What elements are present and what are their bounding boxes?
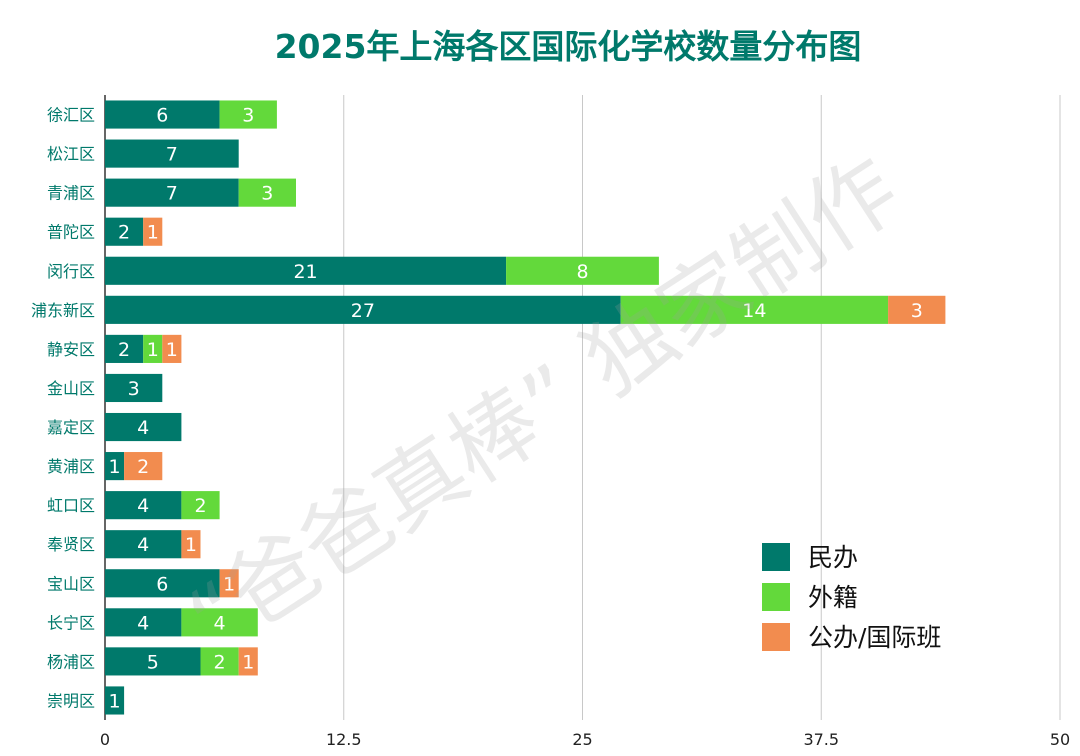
bar-segment bbox=[200, 647, 239, 676]
bar-segment bbox=[238, 178, 296, 207]
bar-segment bbox=[181, 608, 258, 637]
category-label: 普陀区 bbox=[47, 223, 95, 242]
bar-value-label: 8 bbox=[576, 261, 588, 283]
bar-value-label: 1 bbox=[223, 573, 235, 595]
category-labels: 徐汇区松江区青浦区普陀区闵行区浦东新区静安区金山区嘉定区黄浦区虹口区奉贤区宝山区… bbox=[31, 106, 95, 711]
bar-segment bbox=[105, 373, 163, 403]
category-label: 徐汇区 bbox=[47, 106, 95, 125]
category-label: 松江区 bbox=[47, 145, 95, 164]
bar-value-label: 6 bbox=[156, 573, 168, 595]
bar-value-label: 1 bbox=[109, 690, 121, 712]
category-label: 崇明区 bbox=[47, 691, 95, 710]
bar-segment bbox=[105, 569, 220, 598]
watermark-text: “爸爸真棒” 独家制作 bbox=[170, 137, 916, 672]
bar-value-label: 27 bbox=[351, 300, 375, 322]
bar-segment bbox=[105, 217, 144, 246]
bar-segment bbox=[620, 295, 889, 324]
category-label: 长宁区 bbox=[47, 613, 95, 632]
bar-value-label: 7 bbox=[166, 144, 178, 166]
bar-segment bbox=[105, 295, 621, 324]
x-axis-ticks: 0 12.5 25 37.5 50 bbox=[100, 730, 1070, 749]
bar-segment bbox=[506, 256, 659, 285]
category-label: 宝山区 bbox=[47, 574, 95, 593]
bar-value-label: 1 bbox=[242, 651, 254, 673]
bar-value-label: 3 bbox=[911, 300, 923, 322]
bar-value-label: 4 bbox=[137, 417, 149, 439]
category-label: 嘉定区 bbox=[47, 418, 95, 437]
bar-segment bbox=[105, 139, 239, 168]
x-tick-label: 50 bbox=[1050, 730, 1070, 749]
legend-swatch bbox=[762, 623, 790, 651]
bar-segment bbox=[143, 334, 163, 363]
bar-value-label: 3 bbox=[128, 378, 140, 400]
bar-value-label: 4 bbox=[214, 612, 226, 634]
bar-value-label: 1 bbox=[147, 339, 159, 361]
bar-value-label: 4 bbox=[137, 495, 149, 517]
bar-value-label: 2 bbox=[118, 339, 130, 361]
bar-segment bbox=[105, 491, 182, 520]
bar-value-label: 2 bbox=[137, 456, 149, 478]
legend-label: 民办 bbox=[808, 543, 858, 572]
bar-value-label: 1 bbox=[109, 456, 121, 478]
x-tick-label: 0 bbox=[100, 730, 110, 749]
bar-value-label: 7 bbox=[166, 183, 178, 205]
bar-segment bbox=[105, 452, 125, 481]
bar-segment bbox=[105, 686, 125, 715]
category-label: 闵行区 bbox=[47, 262, 95, 281]
bar-segment bbox=[105, 647, 201, 676]
legend-swatch bbox=[762, 543, 790, 571]
bar-segment bbox=[105, 100, 220, 129]
bar-value-label: 4 bbox=[137, 534, 149, 556]
x-tick-label: 12.5 bbox=[326, 730, 362, 749]
bar-segment bbox=[105, 256, 507, 285]
legend-label: 外籍 bbox=[808, 583, 858, 612]
category-label: 金山区 bbox=[47, 379, 95, 398]
bar-segment bbox=[105, 608, 182, 637]
bar-value-label: 1 bbox=[185, 534, 197, 556]
bar-value-label: 2 bbox=[118, 222, 130, 244]
bar-segment bbox=[124, 452, 163, 481]
bar-value-label: 4 bbox=[137, 612, 149, 634]
bar-segment bbox=[105, 530, 182, 559]
bar-value-label: 1 bbox=[147, 222, 159, 244]
bar-segment bbox=[219, 100, 277, 129]
bar-value-label: 14 bbox=[742, 300, 766, 322]
chart-title: 2025年上海各区国际化学校数量分布图 bbox=[275, 27, 862, 66]
bar-value-label: 2 bbox=[194, 495, 206, 517]
category-label: 浦东新区 bbox=[31, 301, 95, 320]
bar-segment bbox=[105, 178, 239, 207]
bar-segment bbox=[219, 569, 239, 598]
bar-value-label: 3 bbox=[242, 105, 254, 127]
bar-segment bbox=[181, 491, 220, 520]
bar-segment bbox=[238, 647, 258, 676]
bar-segment bbox=[105, 334, 144, 363]
bar-value-label: 1 bbox=[166, 339, 178, 361]
bar-value-label: 6 bbox=[156, 105, 168, 127]
bar-segment bbox=[105, 412, 182, 442]
category-label: 奉贤区 bbox=[47, 535, 95, 554]
bar-value-label: 3 bbox=[261, 183, 273, 205]
x-tick-label: 37.5 bbox=[803, 730, 839, 749]
category-label: 静安区 bbox=[47, 340, 95, 359]
bar-value-label: 21 bbox=[293, 261, 317, 283]
category-label: 杨浦区 bbox=[47, 652, 95, 671]
legend-swatch bbox=[762, 583, 790, 611]
bar-segment bbox=[181, 530, 201, 559]
bar-value-label: 5 bbox=[147, 651, 159, 673]
x-tick-label: 25 bbox=[572, 730, 592, 749]
legend-label: 公办/国际班 bbox=[808, 623, 941, 652]
bar-segment bbox=[888, 295, 946, 324]
category-label: 青浦区 bbox=[47, 184, 95, 203]
category-label: 黄浦区 bbox=[47, 457, 95, 476]
bar-segment bbox=[162, 334, 182, 363]
bar-value-label: 2 bbox=[214, 651, 226, 673]
category-label: 虹口区 bbox=[47, 496, 95, 515]
bar-segment bbox=[143, 217, 163, 246]
